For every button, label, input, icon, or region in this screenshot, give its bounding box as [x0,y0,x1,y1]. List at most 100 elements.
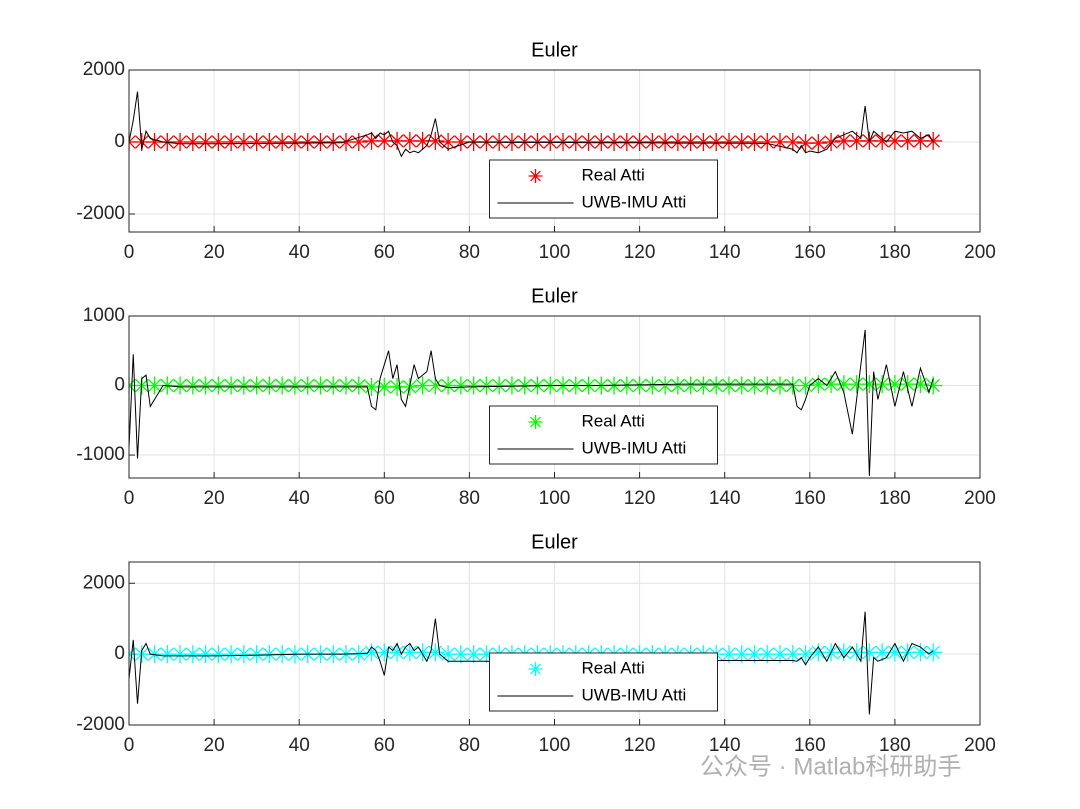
marker [924,376,943,395]
marker [426,376,445,395]
marker [796,645,815,664]
marker [349,133,368,151]
y-tick-label: 0 [114,643,125,664]
marker [464,645,483,664]
x-tick-label: 140 [709,242,741,263]
marker [273,376,292,395]
marker [209,376,228,395]
marker [783,133,802,151]
marker [490,376,509,395]
legend-label: Real Atti [582,658,645,677]
legend-label: UWB-IMU Atti [582,438,687,457]
marker [592,133,611,151]
marker [681,133,700,151]
marker [745,133,764,151]
x-tick-label: 0 [124,488,135,509]
marker [183,133,202,151]
y-tick-label: 2000 [83,572,125,593]
marker [324,133,343,151]
marker [362,643,381,662]
marker [898,131,917,150]
marker [451,376,470,395]
marker [388,377,407,396]
x-tick-label: 100 [539,488,571,509]
marker [885,131,904,150]
legend-box [489,652,718,712]
marker [873,643,892,662]
x-tick-label: 140 [709,488,741,509]
x-tick-label: 80 [459,488,480,509]
series-line [129,611,934,715]
marker [196,376,215,395]
x-tick-label: 80 [459,735,480,756]
marker [388,643,407,662]
marker [439,133,458,151]
x-tick-label: 180 [879,488,911,509]
marker [911,643,930,662]
marker [796,134,815,153]
marker [349,376,368,395]
marker [247,645,266,664]
marker [809,134,828,153]
marker [822,375,841,394]
marker [885,375,904,394]
marker [171,376,190,395]
marker [847,131,866,150]
marker [260,645,279,664]
marker [400,643,419,662]
marker [809,643,828,662]
marker [362,131,381,150]
marker [247,376,266,395]
marker [464,376,483,395]
plot-content [129,329,943,476]
y-tick-label: 2000 [83,59,125,80]
marker [643,133,662,151]
y-tick-label: 0 [114,375,125,396]
marker [362,377,381,396]
marker [413,643,432,662]
y-tick-label: -2000 [76,203,125,224]
marker [502,376,521,395]
x-tick-label: 160 [794,242,826,263]
x-tick-label: 100 [539,735,571,756]
marker [834,375,853,394]
y-tick-label: 1000 [83,305,125,326]
marker [771,133,790,151]
marker [885,643,904,662]
marker [298,376,317,395]
marker [426,643,445,662]
x-tick-label: 120 [624,242,656,263]
x-tick-label: 180 [879,735,911,756]
x-tick-label: 160 [794,488,826,509]
legend-box [489,405,718,465]
marker [630,376,649,395]
marker [694,133,713,151]
x-tick-label: 40 [289,735,310,756]
x-tick-label: 80 [459,242,480,263]
marker [771,376,790,395]
marker [579,133,598,151]
marker [375,643,394,662]
series-line [129,91,934,158]
marker [745,376,764,395]
x-tick-label: 100 [539,242,571,263]
marker [145,645,164,664]
marker [171,645,190,664]
axes-box [128,561,981,726]
marker [196,645,215,664]
marker [337,133,356,151]
marker [732,133,751,151]
legend-label: UWB-IMU Atti [582,685,687,704]
marker [145,376,164,395]
marker [719,645,738,664]
marker [311,376,330,395]
x-tick-label: 60 [374,242,395,263]
marker [285,376,304,395]
marker [209,133,228,151]
marker [298,133,317,151]
marker [273,133,292,151]
x-tick-label: 0 [124,735,135,756]
watermark: 公众号 · Matlab科研助手 [700,753,961,780]
marker [758,645,777,664]
marker [771,645,790,664]
